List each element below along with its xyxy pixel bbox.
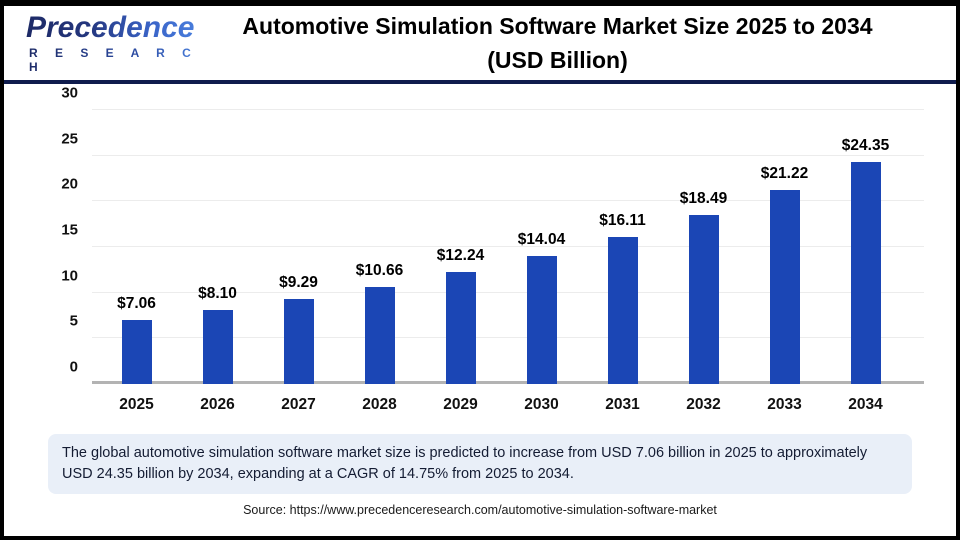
summary-note: The global automotive simulation softwar… [48,434,912,495]
bar-slot: $16.11 [582,110,663,384]
x-axis-label-2031: 2031 [605,396,640,413]
bar-2032 [688,215,719,384]
x-axis-label-2026: 2026 [200,396,235,413]
gridline [92,246,924,247]
bar-2030 [526,255,557,384]
gridline [92,291,924,293]
bar-slot: $21.22 [744,110,825,384]
x-axis-label-2032: 2032 [686,396,721,413]
bar-value-label: $10.66 [355,261,404,279]
bar-2025 [121,319,152,384]
bar-row: $7.06 $8.10 $9.29 $10.66 $12.24 $14.04 $16.11 $… [96,110,906,384]
gridline [92,109,924,110]
x-axis-label-2025: 2025 [119,396,154,413]
bar-slot: $9.29 [258,110,339,384]
bar-value-label: $7.06 [117,294,156,312]
y-tick-label: 0 [69,358,78,376]
y-tick-label: 15 [61,221,78,239]
x-axis-label-2033: 2033 [767,396,802,413]
bar-value-label: $18.49 [679,190,728,208]
x-axis-label-2027: 2027 [281,396,316,413]
bar-value-label: $14.04 [517,230,566,248]
y-tick-label: 30 [61,84,78,102]
bar-value-label: $12.24 [436,247,485,265]
x-axis-label-2029: 2029 [443,396,478,413]
bar-2029 [445,272,476,384]
chart-section: 0 5 10 15 20 25 30 $7.06 $8.10 $9.29 $10.66 $12.24 $… [4,84,956,432]
bar-value-label: $24.35 [841,136,890,154]
x-axis-baseline [92,381,924,384]
bar-slot: $12.24 [420,110,501,384]
bar-value-label: $9.29 [279,274,318,292]
x-axis-labels: 2025 2026 2027 2028 2029 2030 2031 2032 2033 2034 [96,396,906,414]
source-text: Source: https://www.precedenceresearch.c… [243,503,717,518]
logo-wordmark: Precedence [26,12,205,43]
bar-slot: $10.66 [339,110,420,384]
y-tick-label: 5 [69,312,78,330]
bar-2027 [283,299,314,384]
x-axis-label-2030: 2030 [524,396,559,413]
bar-2026 [202,310,233,384]
bar-value-label: $21.22 [760,165,809,183]
gridline [92,154,924,156]
bar-slot: $7.06 [96,110,177,384]
chart-title: Automotive Simulation Software Market Si… [205,9,940,78]
plot-area: 0 5 10 15 20 25 30 $7.06 $8.10 $9.29 $10.66 $12.24 $… [61,85,924,384]
bar-2028 [364,286,395,384]
y-tick-label: 10 [61,267,78,285]
x-axis-label-2034: 2034 [848,396,883,413]
y-tick-label: 20 [61,175,78,193]
bar-slot: $14.04 [501,110,582,384]
gridline [92,337,924,339]
bar-slot: $18.49 [663,110,744,384]
bar-2034 [850,161,881,384]
y-tick-label: 25 [61,130,78,148]
chart-title-line2: (USD Billion) [487,47,628,73]
x-axis-label-2028: 2028 [362,396,397,413]
bar-value-label: $8.10 [198,285,237,303]
bar-value-label: $16.11 [599,211,646,229]
precedence-research-logo: Precedence R E S E A R C H [20,12,205,74]
chart-title-line1: Automotive Simulation Software Market Si… [242,12,873,39]
bar-2031 [607,236,638,384]
header: Precedence R E S E A R C H Automotive Si… [4,6,956,84]
logo-subtitle: R E S E A R C H [26,46,205,74]
bar-slot: $8.10 [177,110,258,384]
bar-slot: $24.35 [825,110,906,384]
gridline [92,200,924,202]
bar-2033 [769,190,800,384]
